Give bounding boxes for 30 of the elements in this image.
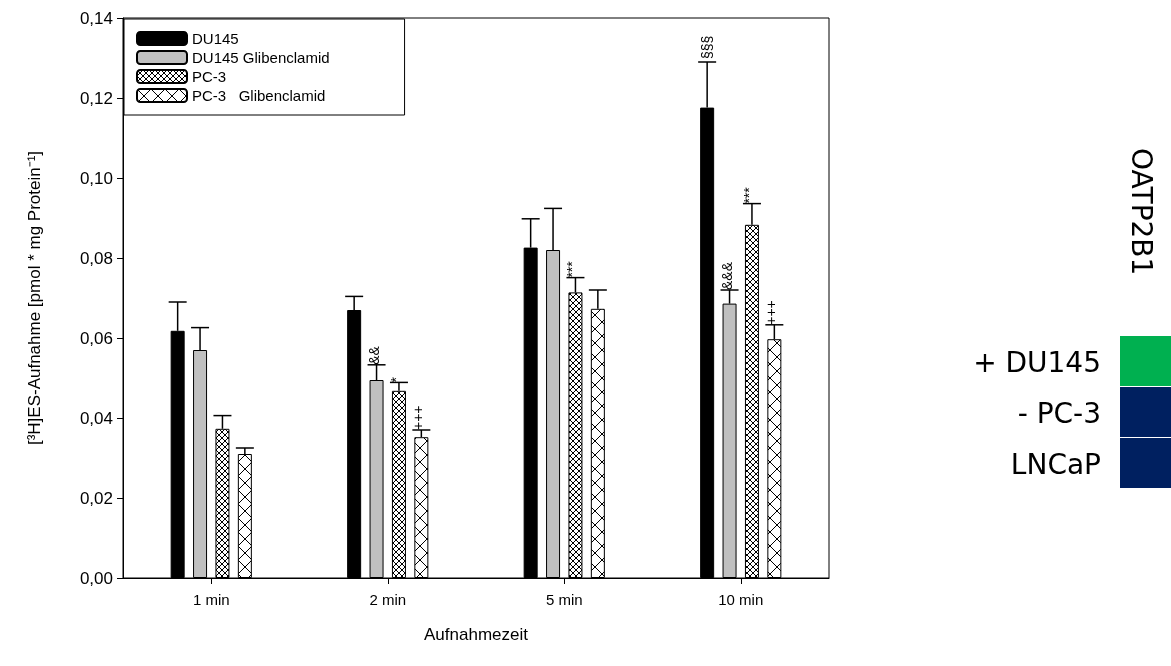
y-tick-label: 0,04 <box>79 408 113 428</box>
text: + DU145 <box>973 345 1101 381</box>
text: LNCaP <box>1010 447 1101 483</box>
legend-label: DU145 Glibenclamid <box>192 49 330 66</box>
y-axis-title: [³H]ES-Aufnahme [pmol * mg Protein⁻¹] <box>25 150 44 446</box>
annotation: * <box>387 376 404 383</box>
y-tick-label: 0,00 <box>79 568 113 588</box>
y-tick-label: 0,08 <box>79 248 113 268</box>
x-tick-label: 5 min <box>545 591 583 608</box>
legend-label: DU145 <box>192 30 239 47</box>
annotation: *** <box>740 186 757 204</box>
y-tick-label: 0,02 <box>79 488 113 508</box>
x-tick-label: 1 min <box>192 591 230 608</box>
y-tick-label: 0,14 <box>79 8 113 28</box>
x-axis-title: Aufnahmezeit <box>424 625 529 644</box>
y-tick-label: 0,06 <box>79 328 113 348</box>
legend-label: PC-3 Glibenclamid <box>192 87 326 104</box>
annotation: +++ <box>410 405 427 430</box>
text: - PC-3 <box>1017 396 1101 432</box>
x-tick-label: 10 min <box>718 591 764 608</box>
annotation: &&& <box>718 261 735 290</box>
text: OATP2B1 <box>1125 148 1158 276</box>
y-tick-label: 0,12 <box>79 88 113 108</box>
annotation: *** <box>564 260 581 278</box>
x-tick-label: 2 min <box>369 591 407 608</box>
legend-label: PC-3 <box>192 68 227 85</box>
y-tick-label: 0,10 <box>79 168 113 188</box>
annotation: +++ <box>763 300 780 325</box>
annotation: §§§ <box>699 35 716 59</box>
annotation: && <box>365 345 382 365</box>
